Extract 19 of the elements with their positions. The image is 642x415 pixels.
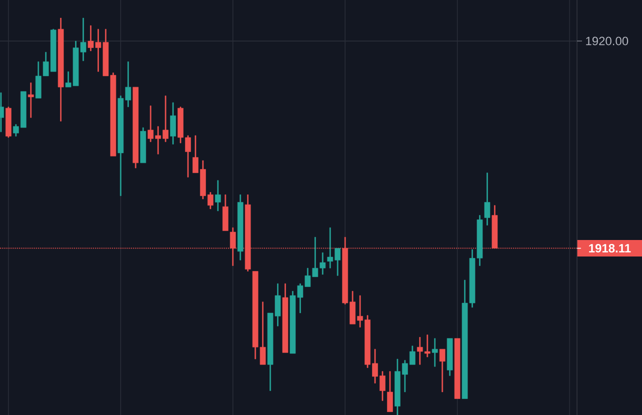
text: 1920.00 bbox=[586, 36, 628, 46]
candlestick bbox=[454, 338, 460, 399]
candlestick bbox=[237, 194, 244, 260]
candlestick bbox=[282, 283, 288, 353]
candlestick bbox=[132, 86, 139, 168]
candlestick bbox=[222, 194, 228, 231]
candlestick bbox=[215, 180, 221, 212]
candlestick bbox=[484, 172, 490, 226]
candlestick bbox=[140, 127, 146, 164]
candlestick bbox=[28, 82, 34, 118]
candlestick bbox=[6, 106, 12, 138]
candlestick bbox=[432, 338, 438, 367]
candlestick bbox=[446, 338, 453, 376]
candlestick bbox=[170, 102, 176, 144]
candlestick bbox=[394, 358, 400, 415]
candlestick bbox=[58, 18, 64, 122]
candlestick bbox=[439, 348, 446, 392]
text: 1918.11 bbox=[589, 244, 631, 252]
candlestick bbox=[387, 371, 393, 412]
